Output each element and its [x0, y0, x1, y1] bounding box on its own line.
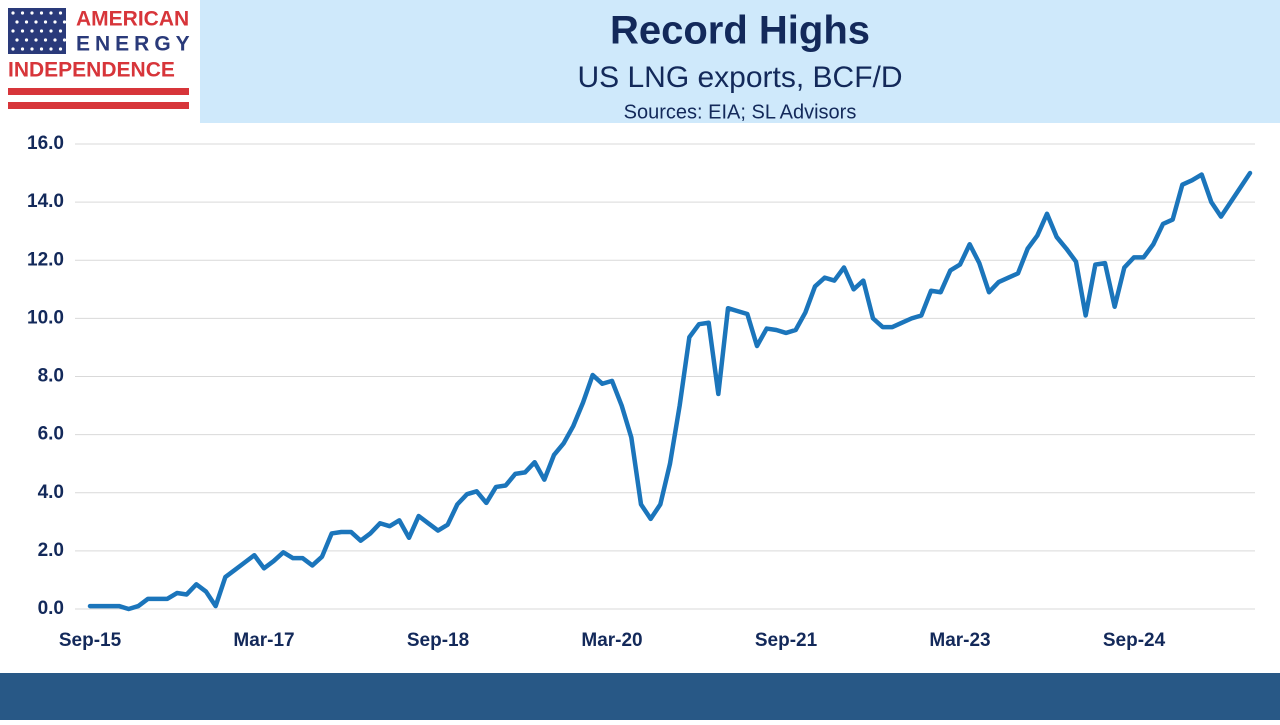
x-tick-label: Sep-24 [1103, 630, 1166, 651]
data-line [87, 170, 1253, 612]
flag-star [34, 20, 38, 24]
flag-star [11, 29, 15, 33]
flag-star [24, 38, 29, 42]
chart-title: Record Highs [610, 9, 870, 53]
flag-star [53, 20, 57, 24]
x-tick-label: Sep-21 [755, 630, 818, 651]
flag-star [58, 29, 63, 33]
flag-star [62, 20, 67, 24]
flag-star [58, 11, 63, 15]
x-tick-label: Mar-20 [581, 630, 642, 651]
x-tick-label: Sep-15 [59, 630, 122, 651]
y-tick-label: 4.0 [38, 482, 64, 503]
flag-star [62, 38, 67, 42]
flag-star [39, 11, 44, 15]
y-tick-label: 8.0 [38, 366, 64, 387]
flag-star [49, 29, 53, 33]
flag-star [53, 38, 57, 42]
logo: AMERICAN ENERGY INDEPENDENCE [8, 8, 195, 109]
chart-subtitle: US LNG exports, BCF/D [577, 61, 902, 94]
flag-star [30, 11, 34, 15]
flag-canton [8, 8, 66, 54]
flag-star [34, 38, 38, 42]
flag-star [20, 11, 25, 15]
flag-star [49, 47, 53, 51]
y-tick-label: 0.0 [38, 598, 64, 619]
logo-text: AMERICAN [76, 8, 189, 31]
y-tick-label: 12.0 [27, 249, 64, 270]
flag-star [24, 20, 29, 24]
flag-star [43, 38, 48, 42]
flag-star [15, 38, 19, 42]
logo-text: INDEPENDENCE [8, 59, 175, 82]
y-tick-label: 14.0 [27, 191, 64, 212]
flag-star [15, 20, 19, 24]
x-tick-label: Mar-23 [929, 630, 990, 651]
flag-stripe [8, 102, 189, 109]
flag-star [43, 20, 48, 24]
flag-star [30, 29, 34, 33]
flag-stripe [8, 88, 189, 95]
y-tick-label: 16.0 [27, 133, 64, 154]
logo-text: ENERGY [76, 33, 195, 56]
flag-star [20, 29, 25, 33]
flag-star [58, 47, 63, 51]
flag-star [11, 11, 15, 15]
flag-star [20, 47, 25, 51]
flag-star [11, 47, 15, 51]
flag-star [39, 29, 44, 33]
x-tick-label: Sep-18 [407, 630, 469, 651]
y-tick-label: 6.0 [38, 424, 64, 445]
chart-source: Sources: EIA; SL Advisors [624, 101, 857, 123]
flag-star [30, 47, 34, 51]
flag-star [49, 11, 53, 15]
y-tick-label: 2.0 [38, 540, 64, 561]
flag-star [39, 47, 44, 51]
y-tick-label: 10.0 [27, 307, 64, 328]
x-tick-label: Mar-17 [233, 630, 294, 651]
header-band [200, 0, 1280, 123]
footer-band [0, 673, 1280, 720]
